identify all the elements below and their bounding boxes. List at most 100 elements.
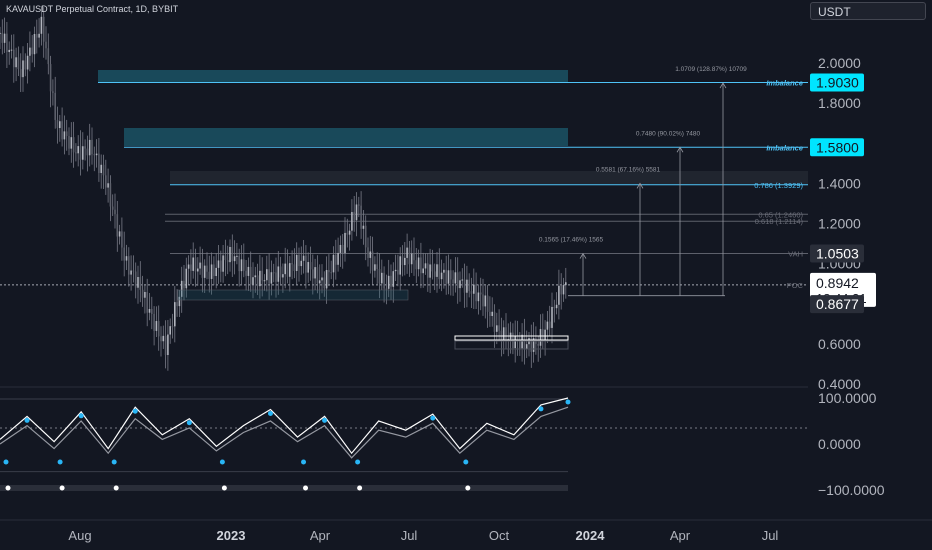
candle-body — [169, 326, 171, 335]
candle-body — [546, 321, 549, 330]
candle-body — [162, 335, 165, 342]
currency-selector-button[interactable]: USDT — [810, 2, 926, 20]
candle-body — [351, 212, 353, 231]
candle-body — [224, 255, 227, 261]
candle-body — [289, 263, 291, 277]
candle-body — [544, 329, 546, 340]
candle-body — [130, 270, 132, 275]
oscillator-dot — [186, 420, 192, 426]
candle-body — [79, 146, 82, 160]
candle-body — [192, 257, 194, 271]
target-arrowhead — [636, 182, 644, 189]
candle-body — [454, 272, 457, 284]
candle-body — [318, 280, 321, 284]
candle-body — [335, 254, 337, 265]
candle-body — [489, 311, 491, 317]
candle-body — [394, 269, 397, 272]
oscillator-dot — [301, 459, 307, 465]
candle-body — [443, 269, 445, 273]
candle-body — [167, 334, 169, 355]
level-label: POC — [787, 281, 804, 290]
candle-body — [86, 148, 89, 156]
candle-body — [151, 309, 153, 314]
candle-body — [551, 306, 553, 328]
candle-body — [47, 48, 50, 65]
candle-body — [383, 272, 385, 289]
candle-body — [505, 327, 507, 341]
price-axis-tick: 0.6000 — [818, 336, 861, 352]
candle-body — [157, 321, 160, 337]
oscillator-axis[interactable]: 100.0000 0.0000 −100.0000 — [818, 390, 885, 498]
oscillator-dot — [3, 459, 9, 465]
vah-price-tag — [810, 244, 864, 263]
candle-body — [337, 252, 339, 265]
candle-body — [259, 270, 261, 287]
candle-body — [378, 269, 381, 284]
candle-body — [406, 247, 408, 258]
candle-body — [436, 264, 438, 277]
candle-body — [408, 247, 411, 265]
oscillator-dot — [322, 417, 328, 423]
candle-body — [516, 335, 519, 341]
candle-body — [341, 244, 344, 254]
oscillator-dot — [219, 459, 225, 465]
candle-body — [95, 153, 98, 156]
candle-body — [197, 268, 199, 272]
candle-body — [548, 321, 551, 328]
candle-body — [293, 264, 296, 271]
candle-body — [144, 291, 146, 298]
candle-body — [3, 33, 6, 43]
candle-body — [450, 270, 452, 280]
candle-body — [417, 257, 420, 270]
price-axis-tick: 0.4000 — [818, 376, 861, 392]
time-axis-tick: Apr — [670, 528, 691, 543]
candle-body — [397, 269, 399, 275]
time-axis-tick: Jul — [401, 528, 418, 543]
candle-body — [502, 327, 505, 341]
candle-body — [272, 272, 275, 274]
candle-body — [410, 253, 413, 265]
candle-body — [217, 260, 220, 268]
candle-body — [201, 262, 204, 278]
candle-body — [0, 32, 1, 34]
candle-body — [63, 131, 66, 140]
candle-body — [325, 270, 328, 289]
candle-body — [475, 284, 477, 302]
candle-body — [93, 154, 96, 156]
oscillator-dot — [111, 459, 117, 465]
candle-body — [61, 121, 63, 140]
candle-body — [107, 183, 109, 188]
time-axis[interactable]: Aug 2023 Apr Jul Oct 2024 Apr Jul — [68, 528, 778, 543]
target-arrowhead — [719, 82, 727, 89]
candle-body — [176, 302, 178, 307]
candle-body — [45, 41, 47, 49]
price-axis[interactable]: 2.00001.80001.60001.40001.20001.00000.60… — [818, 55, 861, 392]
candle-body — [399, 256, 401, 275]
imbalance-zone-upper — [98, 70, 568, 82]
candle-body — [42, 16, 45, 42]
candle-body — [22, 60, 24, 78]
candle-body — [431, 264, 434, 272]
candle-body — [374, 264, 376, 271]
oscillator-signal-strip — [0, 485, 568, 491]
level-label: 0.65 (1.2460) — [758, 210, 803, 219]
candle-body — [429, 264, 431, 278]
candle-body — [24, 60, 27, 70]
candle-body — [422, 268, 424, 274]
candle-body — [562, 285, 565, 295]
candle-body — [54, 92, 56, 120]
candle-body — [438, 264, 441, 280]
candle-body — [82, 146, 84, 160]
candle-body — [362, 225, 365, 229]
candle-body — [231, 246, 234, 262]
candle-body — [447, 270, 450, 284]
candle-body — [249, 266, 252, 285]
candle-body — [68, 136, 70, 149]
level-label: 0.618 (1.2114) — [755, 217, 804, 226]
candle-body — [84, 146, 86, 149]
candle-body — [332, 254, 335, 273]
candle-body — [178, 296, 181, 307]
candle-body — [125, 256, 128, 261]
